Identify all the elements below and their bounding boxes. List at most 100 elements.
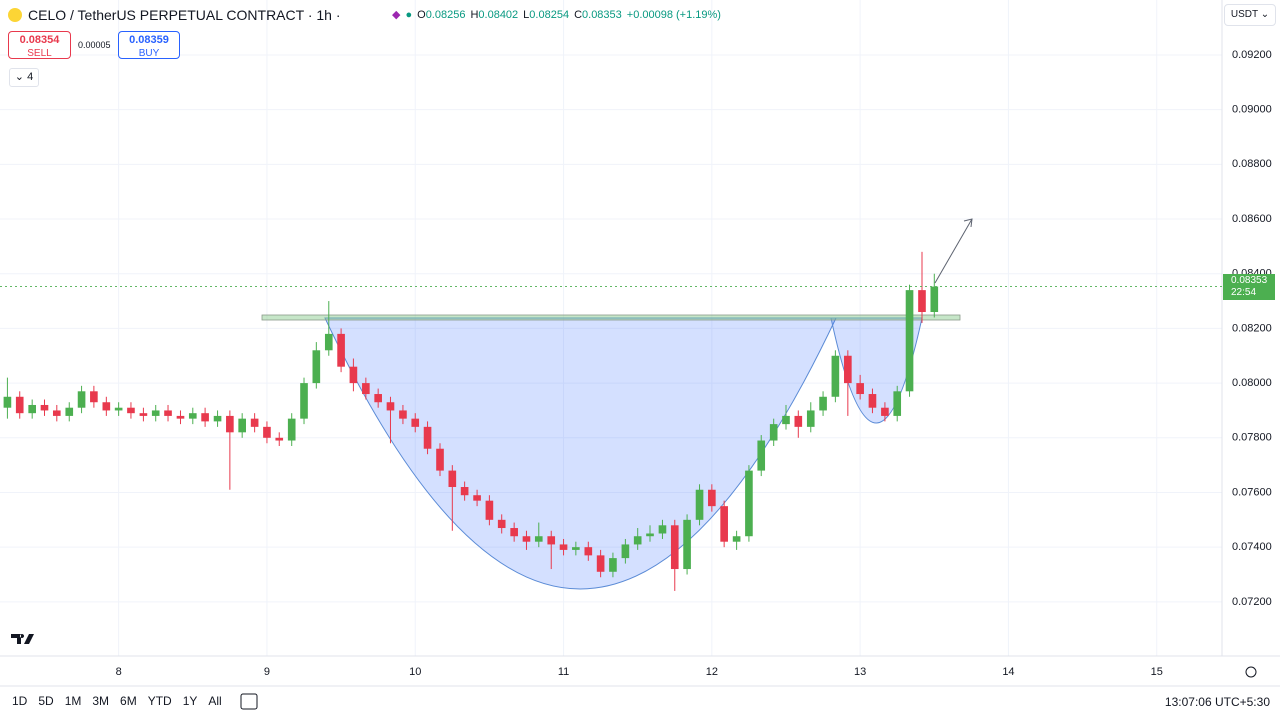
candle-body: [646, 533, 654, 537]
candle-body: [374, 394, 382, 403]
range-button[interactable]: 6M: [120, 694, 137, 708]
sell-label: SELL: [27, 48, 52, 59]
indicators-toggle[interactable]: ⌄ 4: [9, 68, 39, 87]
range-button[interactable]: 1M: [64, 694, 82, 708]
candle-body: [238, 418, 246, 433]
candle-body: [831, 355, 840, 397]
candle-body: [28, 404, 36, 414]
candle-body: [547, 536, 556, 545]
x-tick-label: 14: [1002, 666, 1014, 678]
visibility-icon[interactable]: ●: [405, 8, 413, 21]
range-toolbar: 1D 5D 1M 3M 6M YTD 1Y All: [12, 694, 233, 708]
legend-icon[interactable]: ◆: [392, 9, 401, 21]
candle-body: [485, 500, 494, 520]
date-range-icon[interactable]: [240, 693, 258, 710]
change: +0.00098 (+1.19%): [626, 8, 721, 21]
buy-button[interactable]: 0.08359 BUY: [118, 31, 180, 59]
candle-body: [362, 383, 370, 395]
candle-body: [188, 413, 197, 419]
y-tick-label: 0.07600: [1232, 486, 1272, 498]
candle-body: [670, 525, 679, 570]
candle-body: [856, 383, 864, 395]
candle-body: [102, 402, 111, 411]
ohlc-label: L: [523, 8, 530, 21]
ohlc-item: O0.08256: [417, 9, 465, 21]
ohlc-label: O: [417, 8, 426, 21]
ohlc-label: C: [574, 8, 583, 21]
candle-body: [794, 415, 803, 427]
candle-body: [436, 448, 444, 471]
candle-body: [287, 418, 296, 441]
price-tag: 0.08353 22:54: [1223, 273, 1275, 300]
y-tick-label: 0.08200: [1232, 322, 1272, 334]
candle-body: [905, 290, 914, 392]
candle-body: [930, 286, 939, 313]
buy-price: 0.08359: [129, 34, 169, 46]
range-button[interactable]: 1D: [12, 694, 28, 708]
y-tick-label: 0.08600: [1232, 213, 1272, 225]
candle-body: [769, 424, 778, 441]
price-tag-price: 0.08353: [1231, 274, 1268, 286]
range-button[interactable]: 1Y: [182, 694, 198, 708]
candle-body: [201, 413, 209, 422]
candle-body: [40, 404, 49, 411]
sell-button[interactable]: 0.08354 SELL: [8, 31, 71, 59]
ohlc-label: H: [470, 8, 479, 21]
candle-body: [522, 536, 531, 542]
x-tick-label: 13: [854, 666, 866, 678]
candle-body: [114, 407, 123, 411]
candle-body: [732, 536, 741, 542]
range-button[interactable]: All: [208, 694, 222, 708]
candle-body: [918, 290, 926, 313]
symbol-header[interactable]: CELO / TetherUS PERPETUAL CONTRACT · 1h …: [8, 6, 341, 24]
candle-body: [893, 391, 902, 416]
candles: [0, 251, 1222, 591]
settings-icon[interactable]: [1245, 666, 1257, 678]
candle-body: [757, 440, 766, 471]
candle-body: [324, 333, 333, 351]
candle-body: [844, 355, 852, 384]
candle-body: [386, 402, 395, 411]
handle-drawing[interactable]: [830, 317, 923, 424]
candle-body: [349, 366, 358, 384]
sell-price: 0.08354: [19, 34, 60, 46]
x-tick-label: 8: [116, 666, 122, 678]
candle-body: [164, 410, 172, 416]
ohlc-legend: ◆ ● O0.08256 H0.08402 L0.08254 C0.08353 …: [392, 8, 721, 22]
candle-body: [559, 544, 568, 550]
candle-body: [399, 410, 407, 419]
candle-body: [621, 544, 630, 559]
grid: [0, 0, 1222, 656]
x-tick-label: 12: [706, 666, 718, 678]
range-button[interactable]: YTD: [147, 694, 172, 708]
tv-logo[interactable]: [11, 634, 34, 644]
candle-body: [510, 528, 518, 537]
ohlc-value: 0.08256: [425, 8, 466, 21]
candle-body: [448, 470, 457, 488]
x-tick-label: 11: [558, 666, 569, 678]
target-arrow[interactable]: [934, 218, 973, 284]
y-tick-label: 0.09200: [1232, 49, 1272, 61]
candle-body: [683, 519, 691, 570]
candle-body: [473, 495, 481, 501]
y-tick-label: 0.07200: [1232, 596, 1272, 608]
clock: 13:07:06 UTC+5:30: [1164, 695, 1270, 709]
x-tick-label: 9: [264, 666, 270, 678]
candle-body: [720, 506, 728, 542]
ohlc-value: 0.08254: [529, 8, 570, 21]
candle-body: [65, 407, 74, 416]
y-tick-label: 0.09000: [1232, 104, 1272, 116]
candle-body: [411, 418, 420, 427]
candle-body: [213, 415, 222, 422]
x-tick-label: 15: [1151, 666, 1163, 678]
candle-body: [881, 407, 889, 416]
range-button[interactable]: 5D: [38, 694, 54, 708]
coin-logo: [8, 8, 22, 22]
candle-body: [460, 487, 469, 496]
resistance-zone[interactable]: [261, 314, 961, 321]
currency-select[interactable]: USDT ⌄: [1224, 4, 1276, 26]
range-button[interactable]: 3M: [92, 694, 110, 708]
